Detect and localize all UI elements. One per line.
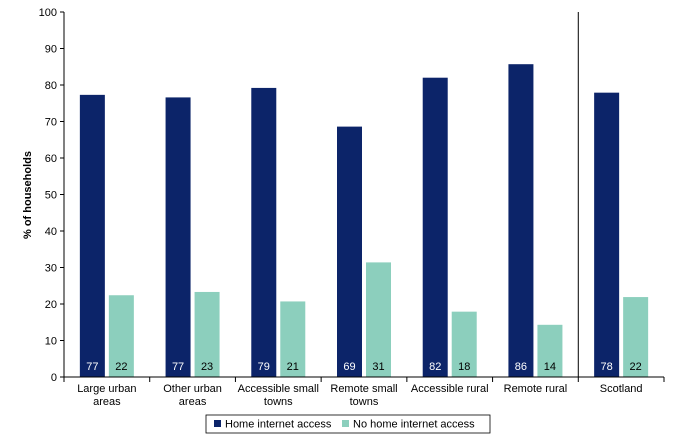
y-axis-title: % of households [22, 151, 34, 239]
x-tick-label: towns [264, 396, 293, 408]
x-tick-label: Remote small [330, 383, 397, 395]
data-label: 82 [429, 361, 441, 373]
bar-home-internet [337, 126, 362, 377]
bar-no-home-internet [623, 297, 649, 377]
bars: 77 22 77 23 79 21 69 31 82 18 86 14 78 22 [79, 12, 649, 378]
legend-swatch [214, 420, 221, 427]
x-tick-label: Remote rural [504, 383, 568, 395]
bar-home-internet [508, 64, 534, 377]
x-tick-label: Other urban [163, 383, 222, 395]
x-tick-label: Accessible rural [411, 383, 489, 395]
data-label: 23 [201, 361, 213, 373]
legend-label: No home internet access [353, 419, 475, 431]
bar-home-internet [165, 97, 191, 377]
bar-no-home-internet [366, 262, 391, 377]
data-label: 78 [601, 361, 613, 373]
y-axis: 0 10 20 30 40 50 60 70 80 90 100 [39, 7, 65, 384]
data-label: 77 [172, 361, 184, 373]
bar-no-home-internet [108, 295, 134, 377]
y-tick-label: 50 [45, 190, 57, 202]
bar-no-home-internet [194, 291, 220, 377]
data-label: 77 [86, 361, 98, 373]
x-tick-label: areas [179, 396, 207, 408]
data-label: 69 [343, 361, 355, 373]
data-label: 79 [258, 361, 270, 373]
data-label: 22 [115, 361, 127, 373]
data-label: 31 [372, 361, 384, 373]
y-tick-label: 0 [51, 372, 57, 384]
y-tick-label: 100 [39, 7, 57, 19]
legend-label: Home internet access [225, 419, 332, 431]
y-tick-label: 10 [45, 336, 57, 348]
x-tick-label: areas [93, 396, 121, 408]
data-label: 22 [630, 361, 642, 373]
data-label: 14 [544, 361, 556, 373]
y-tick-label: 90 [45, 44, 57, 56]
bar-no-home-internet [537, 324, 563, 377]
y-tick-label: 60 [45, 153, 57, 165]
x-tick-label: Accessible small [238, 383, 319, 395]
x-tick-label: towns [350, 396, 379, 408]
bar-home-internet [422, 77, 448, 377]
bar-home-internet [594, 92, 620, 377]
data-label: 18 [458, 361, 470, 373]
legend-swatch [342, 420, 349, 427]
x-tick-label: Large urban [77, 383, 136, 395]
bar-home-internet [79, 94, 105, 377]
data-label: 21 [287, 361, 299, 373]
y-tick-label: 80 [45, 80, 57, 92]
bar-no-home-internet [280, 301, 306, 377]
x-tick-label: Scotland [600, 383, 643, 395]
legend: Home internet access No home internet acc… [205, 414, 491, 434]
y-tick-label: 20 [45, 299, 57, 311]
y-tick-label: 40 [45, 226, 57, 238]
y-tick-label: 30 [45, 263, 57, 275]
y-tick-label: 70 [45, 117, 57, 129]
bar-home-internet [251, 87, 277, 378]
data-label: 86 [515, 361, 527, 373]
bar-no-home-internet [451, 311, 477, 377]
